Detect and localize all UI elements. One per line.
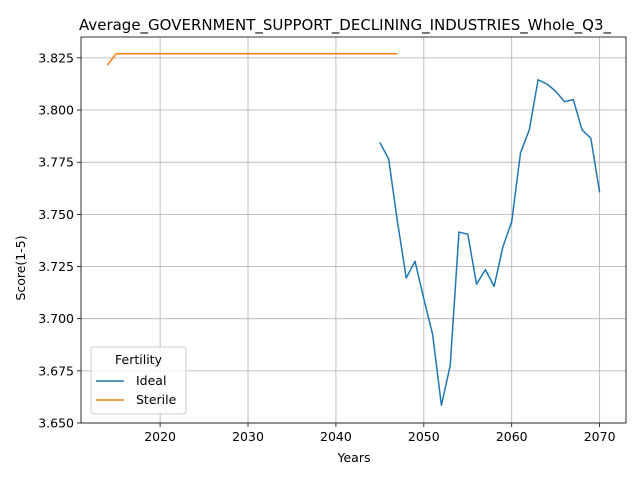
legend-label-ideal: Ideal <box>136 373 166 388</box>
y-tick-label: 3.825 <box>38 50 74 65</box>
y-tick-label: 3.700 <box>38 311 74 326</box>
y-tick-label: 3.675 <box>38 363 74 378</box>
y-tick-label: 3.800 <box>38 103 74 118</box>
x-axis-ticks: 2020 2030 2040 2050 2060 2070 <box>144 423 616 444</box>
chart-title: Average_GOVERNMENT_SUPPORT_DECLINING_IND… <box>79 16 612 35</box>
legend-box <box>90 346 187 415</box>
series-line-sterile <box>106 52 398 66</box>
legend-label-sterile: Sterile <box>136 392 177 407</box>
y-tick-label: 3.775 <box>38 155 74 170</box>
y-tick-label: 3.650 <box>38 416 74 431</box>
y-tick-label: 3.750 <box>38 207 74 222</box>
x-tick-label: 2020 <box>144 429 176 444</box>
y-axis-ticks: 3.650 3.675 3.700 3.725 3.750 3.775 3.800 3.825 <box>38 50 81 431</box>
x-tick-label: 2070 <box>584 429 616 444</box>
grid <box>81 37 626 424</box>
x-tick-label: 2060 <box>496 429 528 444</box>
y-tick-label: 3.725 <box>38 259 74 274</box>
x-tick-label: 2030 <box>232 429 264 444</box>
legend: Fertility Ideal Sterile <box>90 346 187 415</box>
series-line-ideal <box>379 79 601 407</box>
y-axis-label: Score(1-5) <box>13 235 28 300</box>
x-axis-label: Years <box>337 450 371 465</box>
series-lines <box>106 52 601 407</box>
legend-title: Fertility <box>115 352 163 367</box>
x-tick-label: 2050 <box>408 429 440 444</box>
plot-frame <box>80 36 627 424</box>
x-tick-label: 2040 <box>320 429 352 444</box>
